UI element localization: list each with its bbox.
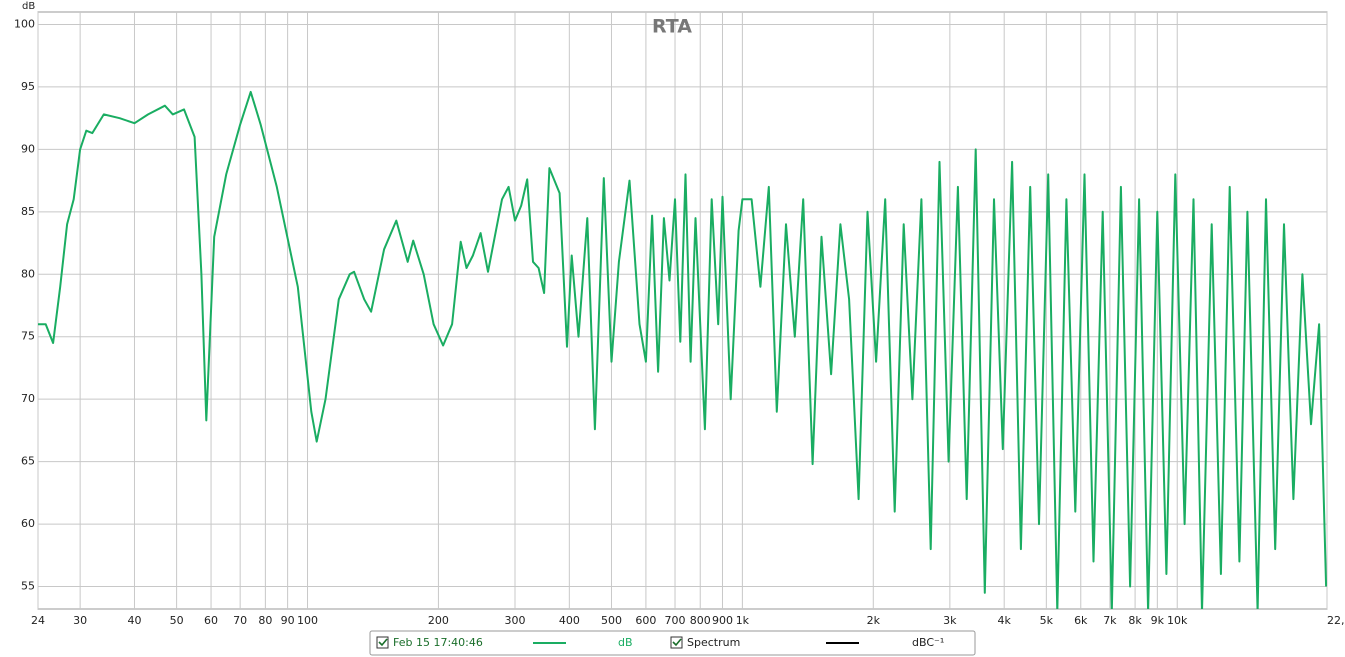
x-tick-label: 60 (204, 614, 218, 627)
check-mark (672, 638, 682, 647)
x-tick-label: 7k (1103, 614, 1117, 627)
data-line (38, 90, 1327, 609)
legend-unit: dBC⁻¹ (912, 636, 944, 649)
x-tick-label: 600 (635, 614, 656, 627)
plot-area (37, 11, 1328, 610)
x-tick-label: 400 (559, 614, 580, 627)
x-tick-label: 700 (665, 614, 686, 627)
y-tick-label: 70 (21, 392, 35, 405)
x-tick-label: 80 (258, 614, 272, 627)
x-tick-label: 6k (1074, 614, 1088, 627)
x-tick-label: 500 (601, 614, 622, 627)
y-tick-label: 85 (21, 205, 35, 218)
x-tick-label: 24 (31, 614, 45, 627)
x-tick-label: 900 (712, 614, 733, 627)
check-mark (378, 638, 388, 647)
legend-checkbox[interactable] (376, 636, 389, 649)
legend-label: Spectrum (687, 636, 740, 649)
x-tick-label: 90 (281, 614, 295, 627)
x-tick-label: 9k (1151, 614, 1165, 627)
x-tick-label: 30 (73, 614, 87, 627)
y-tick-label: 65 (21, 455, 35, 468)
x-tick-label: 2k (867, 614, 881, 627)
x-tick-label: 40 (127, 614, 141, 627)
legend-checkbox[interactable] (670, 636, 683, 649)
legend-label: Feb 15 17:40:46 (393, 636, 483, 649)
y-axis-label: dB (22, 1, 35, 12)
x-tick-label: 800 (690, 614, 711, 627)
x-tick-label: 1k (736, 614, 750, 627)
x-tick-label: 10k (1167, 614, 1188, 627)
y-tick-label: 80 (21, 267, 35, 280)
y-tick-label: 95 (21, 80, 35, 93)
y-tick-label: 100 (14, 17, 35, 30)
x-tick-label: 50 (170, 614, 184, 627)
x-tick-label: 200 (428, 614, 449, 627)
legend-unit: dB (618, 636, 633, 649)
x-tick-label: 8k (1128, 614, 1142, 627)
x-tick-label: 22,1k Hz (1327, 614, 1345, 627)
x-tick-label: 4k (998, 614, 1012, 627)
x-tick-label: 100 (297, 614, 318, 627)
x-tick-label: 300 (505, 614, 526, 627)
x-tick-label: 3k (943, 614, 957, 627)
grid (37, 12, 1328, 609)
y-tick-label: 90 (21, 142, 35, 155)
y-tick-label: 55 (21, 580, 35, 593)
x-tick-label: 5k (1040, 614, 1054, 627)
x-tick-label: 70 (233, 614, 247, 627)
chart-title: RTA (652, 16, 692, 38)
y-tick-label: 60 (21, 517, 35, 530)
y-tick-label: 75 (21, 330, 35, 343)
